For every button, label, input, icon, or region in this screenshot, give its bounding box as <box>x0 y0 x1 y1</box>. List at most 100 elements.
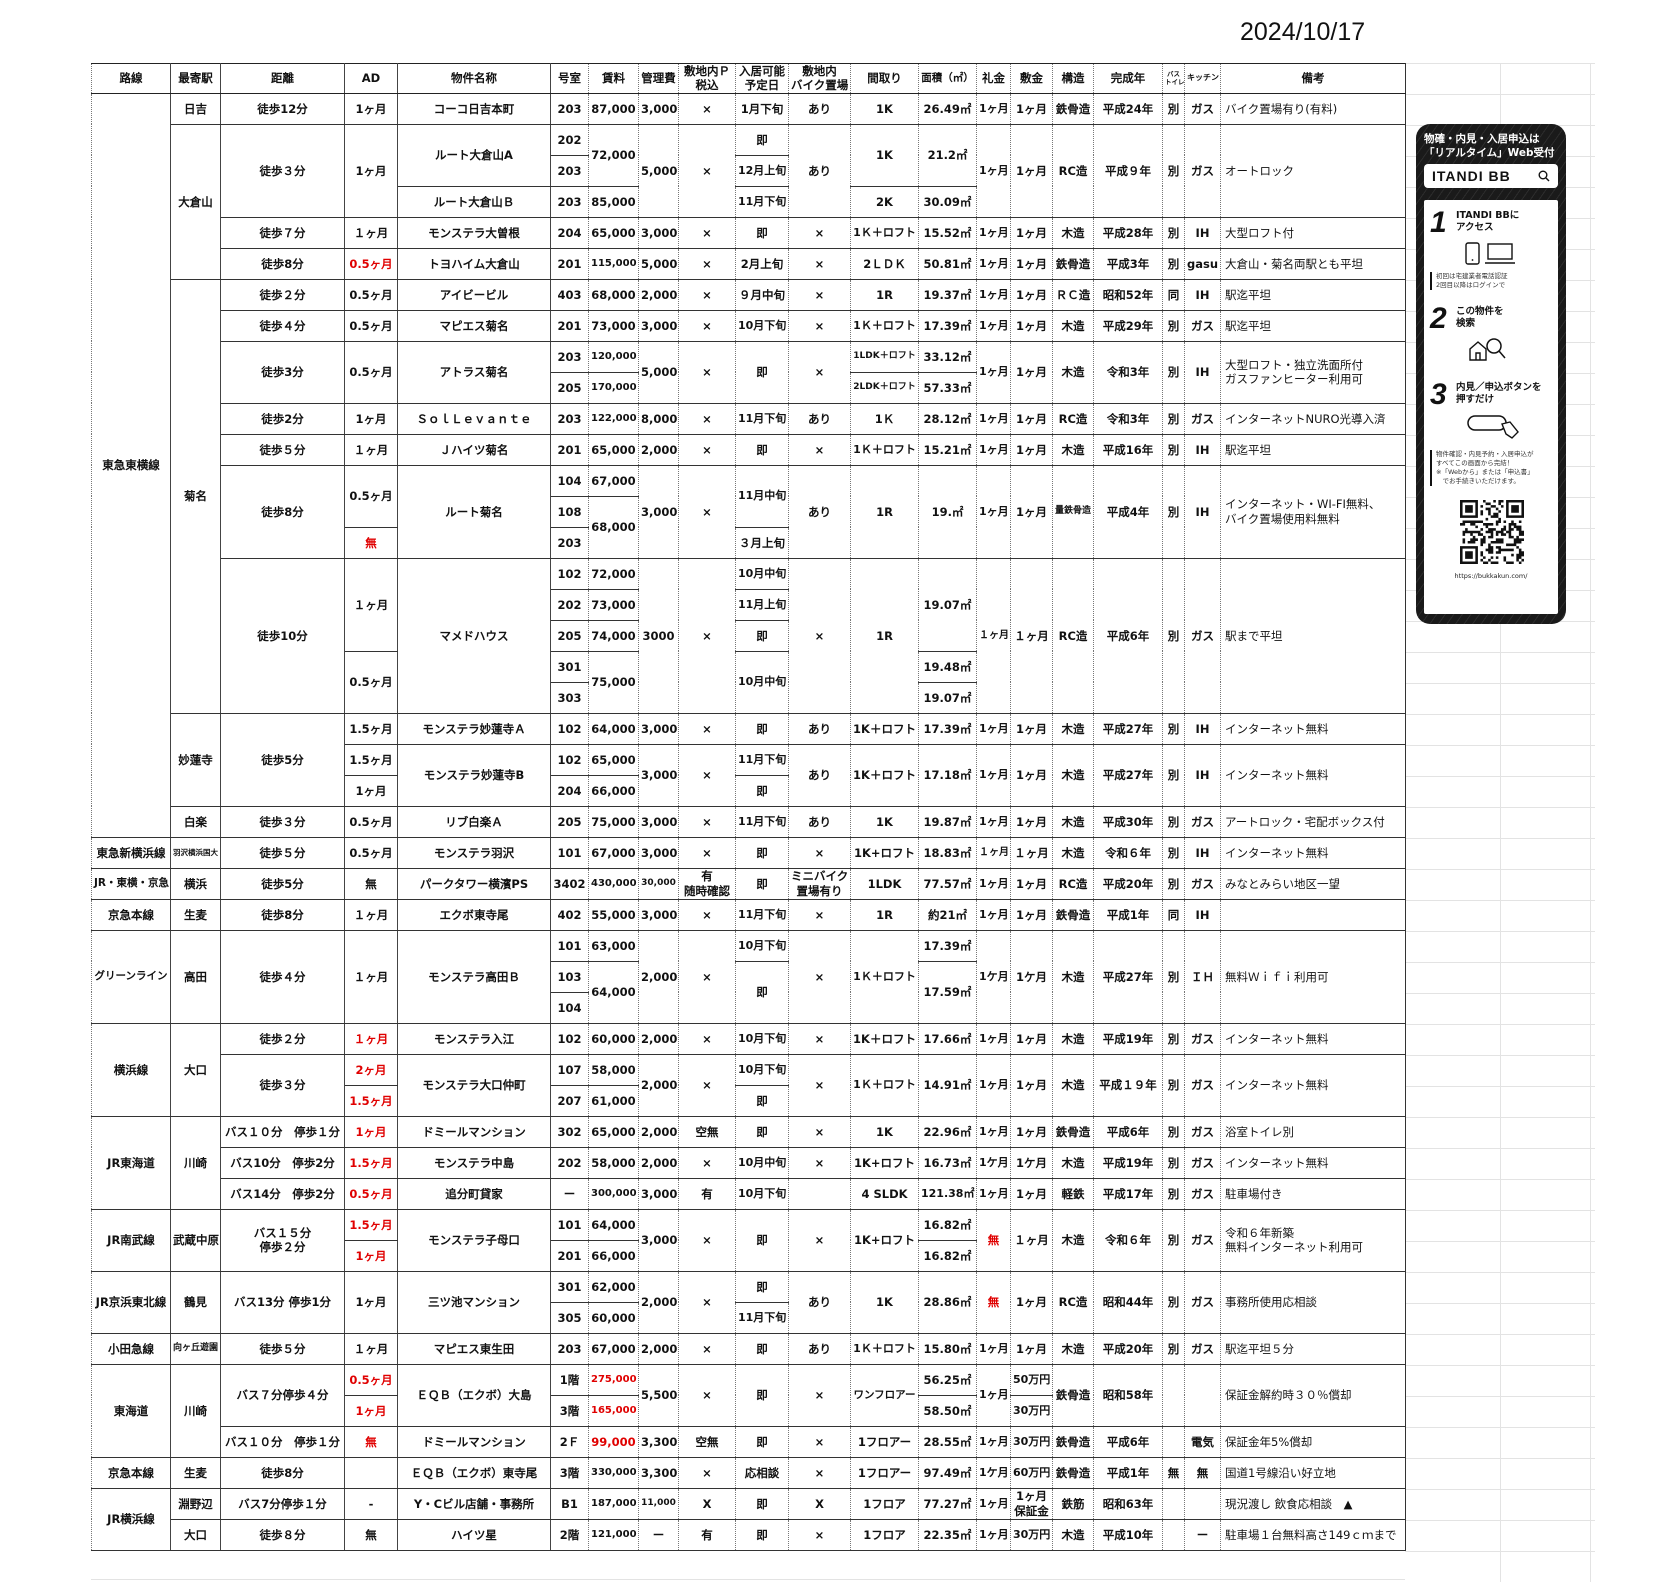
table-row: 徒歩8分 0.5ヶ月 トヨハイム大倉山 201 115,000 5,000 × 2月上旬 × 2Ｌ… <box>92 247 1406 280</box>
cell-ad: 無 <box>344 867 398 900</box>
cell-reikin: 1ヶ月 <box>976 92 1011 125</box>
cell-room: 203 <box>550 1332 589 1365</box>
cell-bath <box>1162 1518 1185 1551</box>
cell-area: 30.09㎡ <box>918 185 977 218</box>
cell-name: ＳｏｌＬｅｖａｎｔｅ <box>397 402 551 435</box>
cell-layout: 1R <box>850 464 919 559</box>
cell-built: 平成30年 <box>1093 805 1163 838</box>
itandi-bb-banner[interactable]: 物確・内見・入居申込は 「リアルタイム」Web受付 ITANDI BB 1 IT… <box>1416 124 1566 624</box>
cell-rent: 170,000 <box>588 371 639 404</box>
cell-bath: 別 <box>1162 1208 1185 1272</box>
cell-reikin: 1ヶ月 <box>976 309 1011 342</box>
table-row: グリーンライン 高田 徒歩４分 １ヶ月 モンステラ高田Ｂ 101 63,000 2,000 × 1… <box>91 929 1406 1024</box>
sheet-gridlines-bottom <box>91 1548 1405 1588</box>
cell-rent: 67,000 <box>588 836 639 869</box>
table-row: 1.5ヶ月 207 61,000 即 <box>92 1084 1406 1117</box>
cell-movein: 即 <box>735 1363 789 1427</box>
cell-area: 57.33㎡ <box>918 371 977 404</box>
cell-structure: 木造 <box>1052 216 1094 249</box>
cell-area: 15.52㎡ <box>918 216 977 249</box>
cell-reikin: 1ヶ月 <box>976 1425 1011 1458</box>
cell-built: 平成19年 <box>1093 1146 1163 1179</box>
cell-ad: 無 <box>344 526 398 559</box>
cell-built: 昭和44年 <box>1093 1270 1163 1334</box>
cell-rent: 187,000 <box>588 1487 639 1520</box>
cell-bike: あり <box>788 1270 851 1334</box>
qr-code-icon[interactable] <box>1460 500 1524 564</box>
cell-station: 淵野辺 <box>170 1487 221 1520</box>
cell-layout: 1Ｋ＋ロフト <box>850 309 919 342</box>
cell-ad: 0.5ヶ月 <box>344 836 398 869</box>
cell-distance: バス14分 停歩2分 <box>220 1177 345 1210</box>
cell-notes: 駅迄平坦 <box>1220 309 1406 342</box>
cell-station: 大口 <box>170 1022 221 1117</box>
cell-ad: １ヶ月 <box>344 433 398 466</box>
cell-reikin: 1ヶ月 <box>976 247 1011 280</box>
cell-ad: 1ヶ月 <box>344 123 398 218</box>
cell-area: 15.80㎡ <box>918 1332 977 1365</box>
cell-parking: × <box>678 1208 736 1272</box>
cell-parking: × <box>678 1053 736 1117</box>
cell-area: 56.25㎡ <box>918 1363 977 1396</box>
cell-room: 201 <box>550 1239 589 1272</box>
cell-notes: 国道1号線沿い好立地 <box>1220 1456 1406 1489</box>
cell-rent: 300,000 <box>588 1177 639 1210</box>
cell-station: 日吉 <box>170 92 221 125</box>
cell-movein: 11月中旬 <box>735 464 789 528</box>
cell-notes: インターネット無料 <box>1220 1146 1406 1179</box>
cell-room: 104 <box>550 991 589 1024</box>
cell-ad: 0.5ヶ月 <box>344 1177 398 1210</box>
cell-ad: 1.5ヶ月 <box>344 743 398 776</box>
cell-distance: バス１０分 停歩１分 <box>220 1115 345 1148</box>
cell-structure: 鉄骨造 <box>1052 247 1094 280</box>
header-shikikin: 敷金 <box>1010 63 1053 94</box>
cell-area: 58.50㎡ <box>918 1394 977 1427</box>
cell-parking: × <box>678 836 736 869</box>
cell-structure: 鉄骨造 <box>1052 1425 1094 1458</box>
cell-layout: 1Ｋ＋ロフト <box>850 433 919 466</box>
cell-reikin: 1ヶ月 <box>976 402 1011 435</box>
cell-room: 205 <box>550 371 589 404</box>
cell-reikin: 1ヶ月 <box>976 1518 1011 1551</box>
cell-kitchen: ガス <box>1184 123 1221 218</box>
itandi-search-box[interactable]: ITANDI BB <box>1424 164 1558 188</box>
cell-movein: 即 <box>735 216 789 249</box>
cell-station: 川崎 <box>170 1115 221 1210</box>
cell-rent: 121,000 <box>588 1518 639 1551</box>
cell-kitchen <box>1184 1487 1221 1520</box>
cell-room: 3402 <box>550 867 589 900</box>
cell-room: B1 <box>550 1487 589 1520</box>
cell-mgmt: 3000 <box>638 557 679 714</box>
cell-shikikin: １ヶ月 <box>1010 836 1053 869</box>
header-name: 物件名称 <box>397 63 551 94</box>
header-rent: 賃料 <box>588 63 639 94</box>
phone-laptop-icon <box>1465 242 1515 265</box>
cell-layout: 1R <box>850 278 919 311</box>
table-row: 205 74,000 即 <box>92 619 1406 652</box>
cell-distance: 徒歩５分 <box>220 433 345 466</box>
cell-shikikin: 50万円 <box>1010 1363 1053 1396</box>
cell-layout: 1Ｋ＋ロフト <box>850 929 919 1024</box>
cell-bath <box>1162 1425 1185 1458</box>
cell-bike: × <box>788 557 851 714</box>
cell-name: アイビービル <box>397 278 551 311</box>
cell-kitchen: IH <box>1184 278 1221 311</box>
cell-shikikin: 60万円 <box>1010 1456 1053 1489</box>
cell-bath: 別 <box>1162 1115 1185 1148</box>
cell-kitchen: ガス <box>1184 557 1221 714</box>
cell-layout: 1R <box>850 557 919 714</box>
cell-bath: 別 <box>1162 402 1185 435</box>
cell-parking: × <box>678 743 736 807</box>
cell-area: 15.21㎡ <box>918 433 977 466</box>
cell-rent: 165,000 <box>588 1394 639 1427</box>
banner-url[interactable]: https://bukkakun.com/ <box>1454 572 1528 580</box>
cell-reikin: 1ヶ月 <box>976 1332 1011 1365</box>
cell-movein: 10月下旬 <box>735 1022 789 1055</box>
cell-built: 平成6年 <box>1093 1425 1163 1458</box>
cell-room: 102 <box>550 712 589 745</box>
cell-ad: - <box>344 1487 398 1520</box>
cell-mgmt: 3,000 <box>638 805 679 838</box>
banner-headline: 物確・内見・入居申込は 「リアルタイム」Web受付 <box>1424 133 1555 159</box>
cell-bike: × <box>788 1115 851 1148</box>
cell-reikin: 1ヶ月 <box>976 123 1011 218</box>
